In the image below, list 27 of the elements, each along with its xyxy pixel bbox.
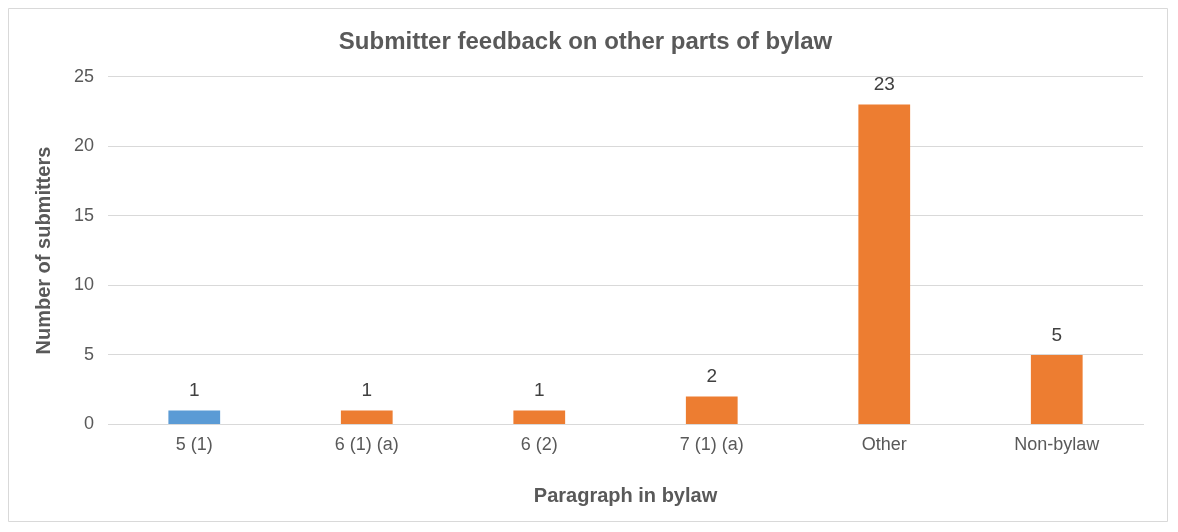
bar <box>1030 354 1083 424</box>
data-label: 23 <box>873 73 895 95</box>
y-tick-label: 0 <box>84 413 95 434</box>
y-axis-title: Number of submitters <box>31 146 54 355</box>
y-tick-label: 15 <box>73 204 95 225</box>
x-tick-label: Non-bylaw <box>1014 434 1101 455</box>
y-tick-label: 10 <box>73 274 95 295</box>
x-tick-label: 5 (1) <box>175 434 213 455</box>
data-label: 1 <box>533 379 545 401</box>
data-label: 5 <box>1051 323 1063 345</box>
x-axis-title: Paragraph in bylaw <box>533 483 718 506</box>
chart-title: Submitter feedback on other parts of bylaw <box>338 27 833 55</box>
bar <box>858 104 911 424</box>
data-label: 1 <box>188 379 200 401</box>
y-tick-label: 25 <box>73 65 95 86</box>
data-label: 1 <box>361 379 373 401</box>
bar <box>340 410 393 424</box>
bar <box>685 396 738 424</box>
data-label: 2 <box>706 365 718 387</box>
y-tick-label: 5 <box>84 343 95 364</box>
x-tick-label: Other <box>861 434 907 455</box>
x-tick-label: 6 (1) (a) <box>334 434 399 455</box>
y-tick-label: 20 <box>73 135 95 156</box>
bar <box>168 410 221 424</box>
x-tick-label: 7 (1) (a) <box>679 434 744 455</box>
x-tick-label: 6 (2) <box>520 434 558 455</box>
bar <box>513 410 566 424</box>
